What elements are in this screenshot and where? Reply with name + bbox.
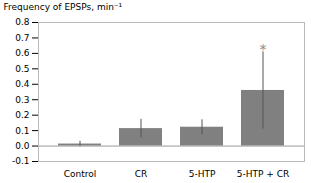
svg-text:5-HTP + CR: 5-HTP + CR bbox=[237, 169, 289, 179]
svg-text:-0.1: -0.1 bbox=[12, 156, 30, 166]
svg-text:0.0: 0.0 bbox=[15, 141, 30, 151]
svg-text:0.1: 0.1 bbox=[15, 125, 29, 135]
svg-text:0.6: 0.6 bbox=[15, 48, 30, 58]
svg-text:0.3: 0.3 bbox=[15, 95, 29, 105]
svg-text:Control: Control bbox=[64, 169, 97, 179]
svg-text:0.5: 0.5 bbox=[15, 64, 29, 74]
svg-text:0.7: 0.7 bbox=[15, 33, 29, 43]
svg-text:5-HTP: 5-HTP bbox=[189, 169, 216, 179]
svg-text:0.8: 0.8 bbox=[15, 17, 30, 27]
svg-text:CR: CR bbox=[135, 169, 148, 179]
svg-text:0.2: 0.2 bbox=[15, 110, 29, 120]
svg-text:*: * bbox=[260, 41, 267, 57]
svg-text:Frequency of EPSPs, min⁻¹: Frequency of EPSPs, min⁻¹ bbox=[4, 2, 123, 12]
svg-text:0.4: 0.4 bbox=[15, 79, 30, 89]
